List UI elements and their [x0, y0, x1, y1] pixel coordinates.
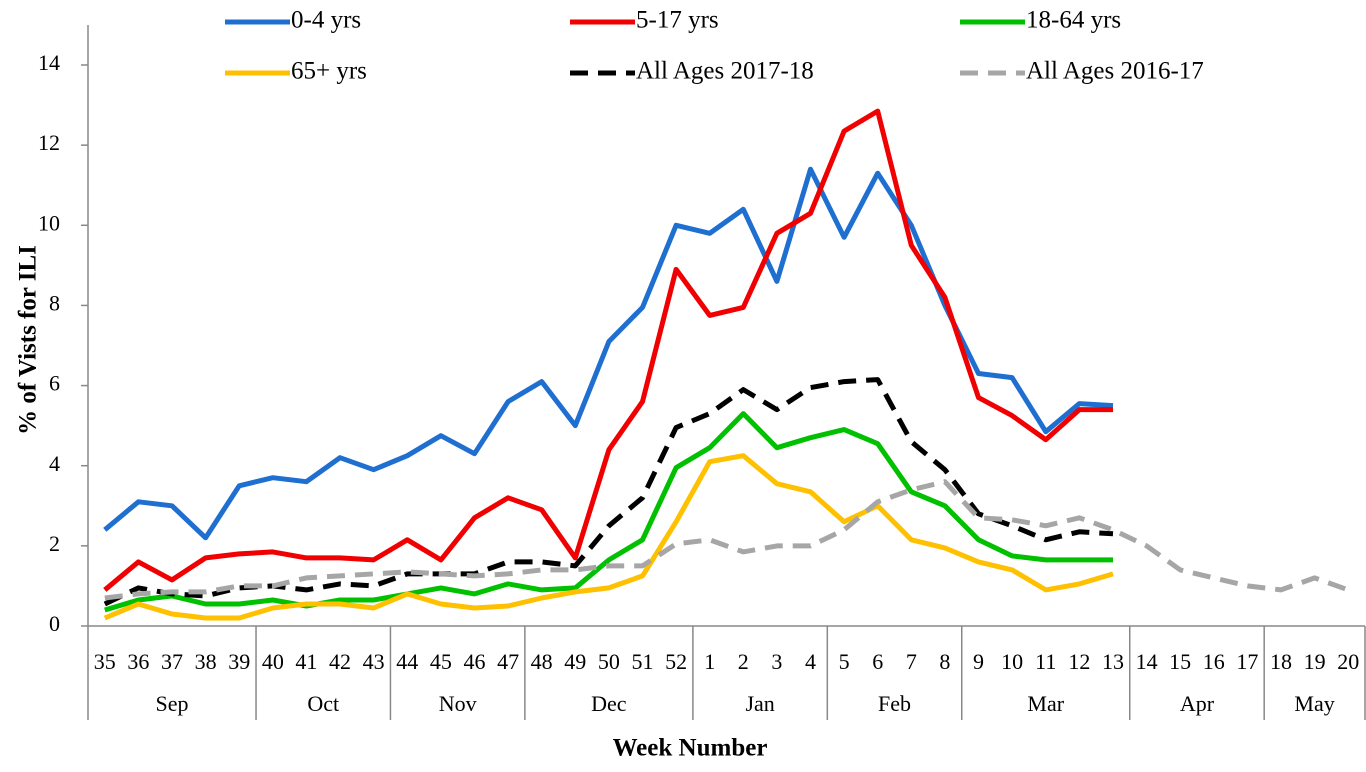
x-tick-label: 18 [1270, 649, 1292, 674]
x-tick-label: 11 [1035, 649, 1056, 674]
y-tick-label: 14 [38, 50, 60, 75]
month-label: Apr [1180, 691, 1215, 716]
month-label: Sep [156, 691, 189, 716]
legend-label: 0-4 yrs [291, 7, 361, 34]
x-tick-label: 16 [1203, 649, 1225, 674]
x-tick-label: 47 [497, 649, 519, 674]
x-tick-label: 10 [1001, 649, 1023, 674]
series-line [103, 453, 1114, 621]
month-label: May [1294, 691, 1334, 716]
x-tick-label: 46 [463, 649, 485, 674]
y-tick-label: 0 [49, 611, 60, 636]
series-line [104, 411, 1113, 613]
x-tick-label: 44 [396, 649, 418, 674]
x-tick-label: 3 [771, 649, 782, 674]
series-line [104, 479, 1350, 601]
x-tick-label: 4 [805, 649, 816, 674]
x-tick-label: 17 [1236, 649, 1258, 674]
x-tick-label: 50 [598, 649, 620, 674]
x-tick-label: 12 [1068, 649, 1090, 674]
x-tick-label: 42 [329, 649, 351, 674]
x-tick-label: 49 [564, 649, 586, 674]
x-tick-label: 48 [531, 649, 553, 674]
x-tick-label: 2 [738, 649, 749, 674]
series-line [103, 166, 1114, 541]
x-tick-label: 43 [363, 649, 385, 674]
series-line [103, 108, 1113, 592]
y-axis-title: % of Vists for ILI [15, 245, 42, 435]
x-tick-label: 7 [906, 649, 917, 674]
x-tick-label: 45 [430, 649, 452, 674]
series-line [103, 377, 1114, 607]
x-tick-label: 6 [872, 649, 883, 674]
x-tick-label: 36 [127, 649, 149, 674]
y-tick-label: 12 [38, 130, 60, 155]
x-tick-label: 13 [1102, 649, 1124, 674]
legend-label: All Ages 2017-18 [636, 58, 814, 85]
x-axis-title: Week Number [613, 735, 768, 762]
x-tick-label: 8 [939, 649, 950, 674]
month-label: Nov [439, 691, 477, 716]
x-tick-label: 39 [228, 649, 250, 674]
x-tick-label: 52 [665, 649, 687, 674]
x-tick-label: 9 [973, 649, 984, 674]
x-tick-label: 19 [1304, 649, 1326, 674]
y-tick-label: 2 [49, 531, 60, 556]
x-tick-label: 37 [161, 649, 183, 674]
legend-label: 65+ yrs [291, 58, 367, 85]
y-tick-label: 4 [49, 451, 60, 476]
x-tick-label: 20 [1337, 649, 1359, 674]
month-label: Feb [878, 691, 911, 716]
y-tick-label: 10 [38, 210, 60, 235]
legend-label: All Ages 2016-17 [1026, 58, 1204, 85]
x-tick-label: 51 [631, 649, 653, 674]
month-label: Oct [307, 691, 339, 716]
y-tick-label: 6 [49, 371, 60, 396]
month-label: Jan [745, 691, 774, 716]
x-tick-label: 35 [94, 649, 116, 674]
month-label: Mar [1027, 691, 1064, 716]
legend-label: 18-64 yrs [1026, 7, 1121, 34]
x-tick-label: 5 [839, 649, 850, 674]
x-tick-label: 1 [704, 649, 715, 674]
x-tick-label: 14 [1136, 649, 1158, 674]
legend-label: 5-17 yrs [636, 7, 719, 34]
x-tick-label: 38 [195, 649, 217, 674]
month-label: Dec [591, 691, 627, 716]
x-tick-label: 15 [1169, 649, 1191, 674]
y-tick-label: 8 [49, 290, 60, 315]
x-tick-label: 41 [295, 649, 317, 674]
x-tick-label: 40 [262, 649, 284, 674]
